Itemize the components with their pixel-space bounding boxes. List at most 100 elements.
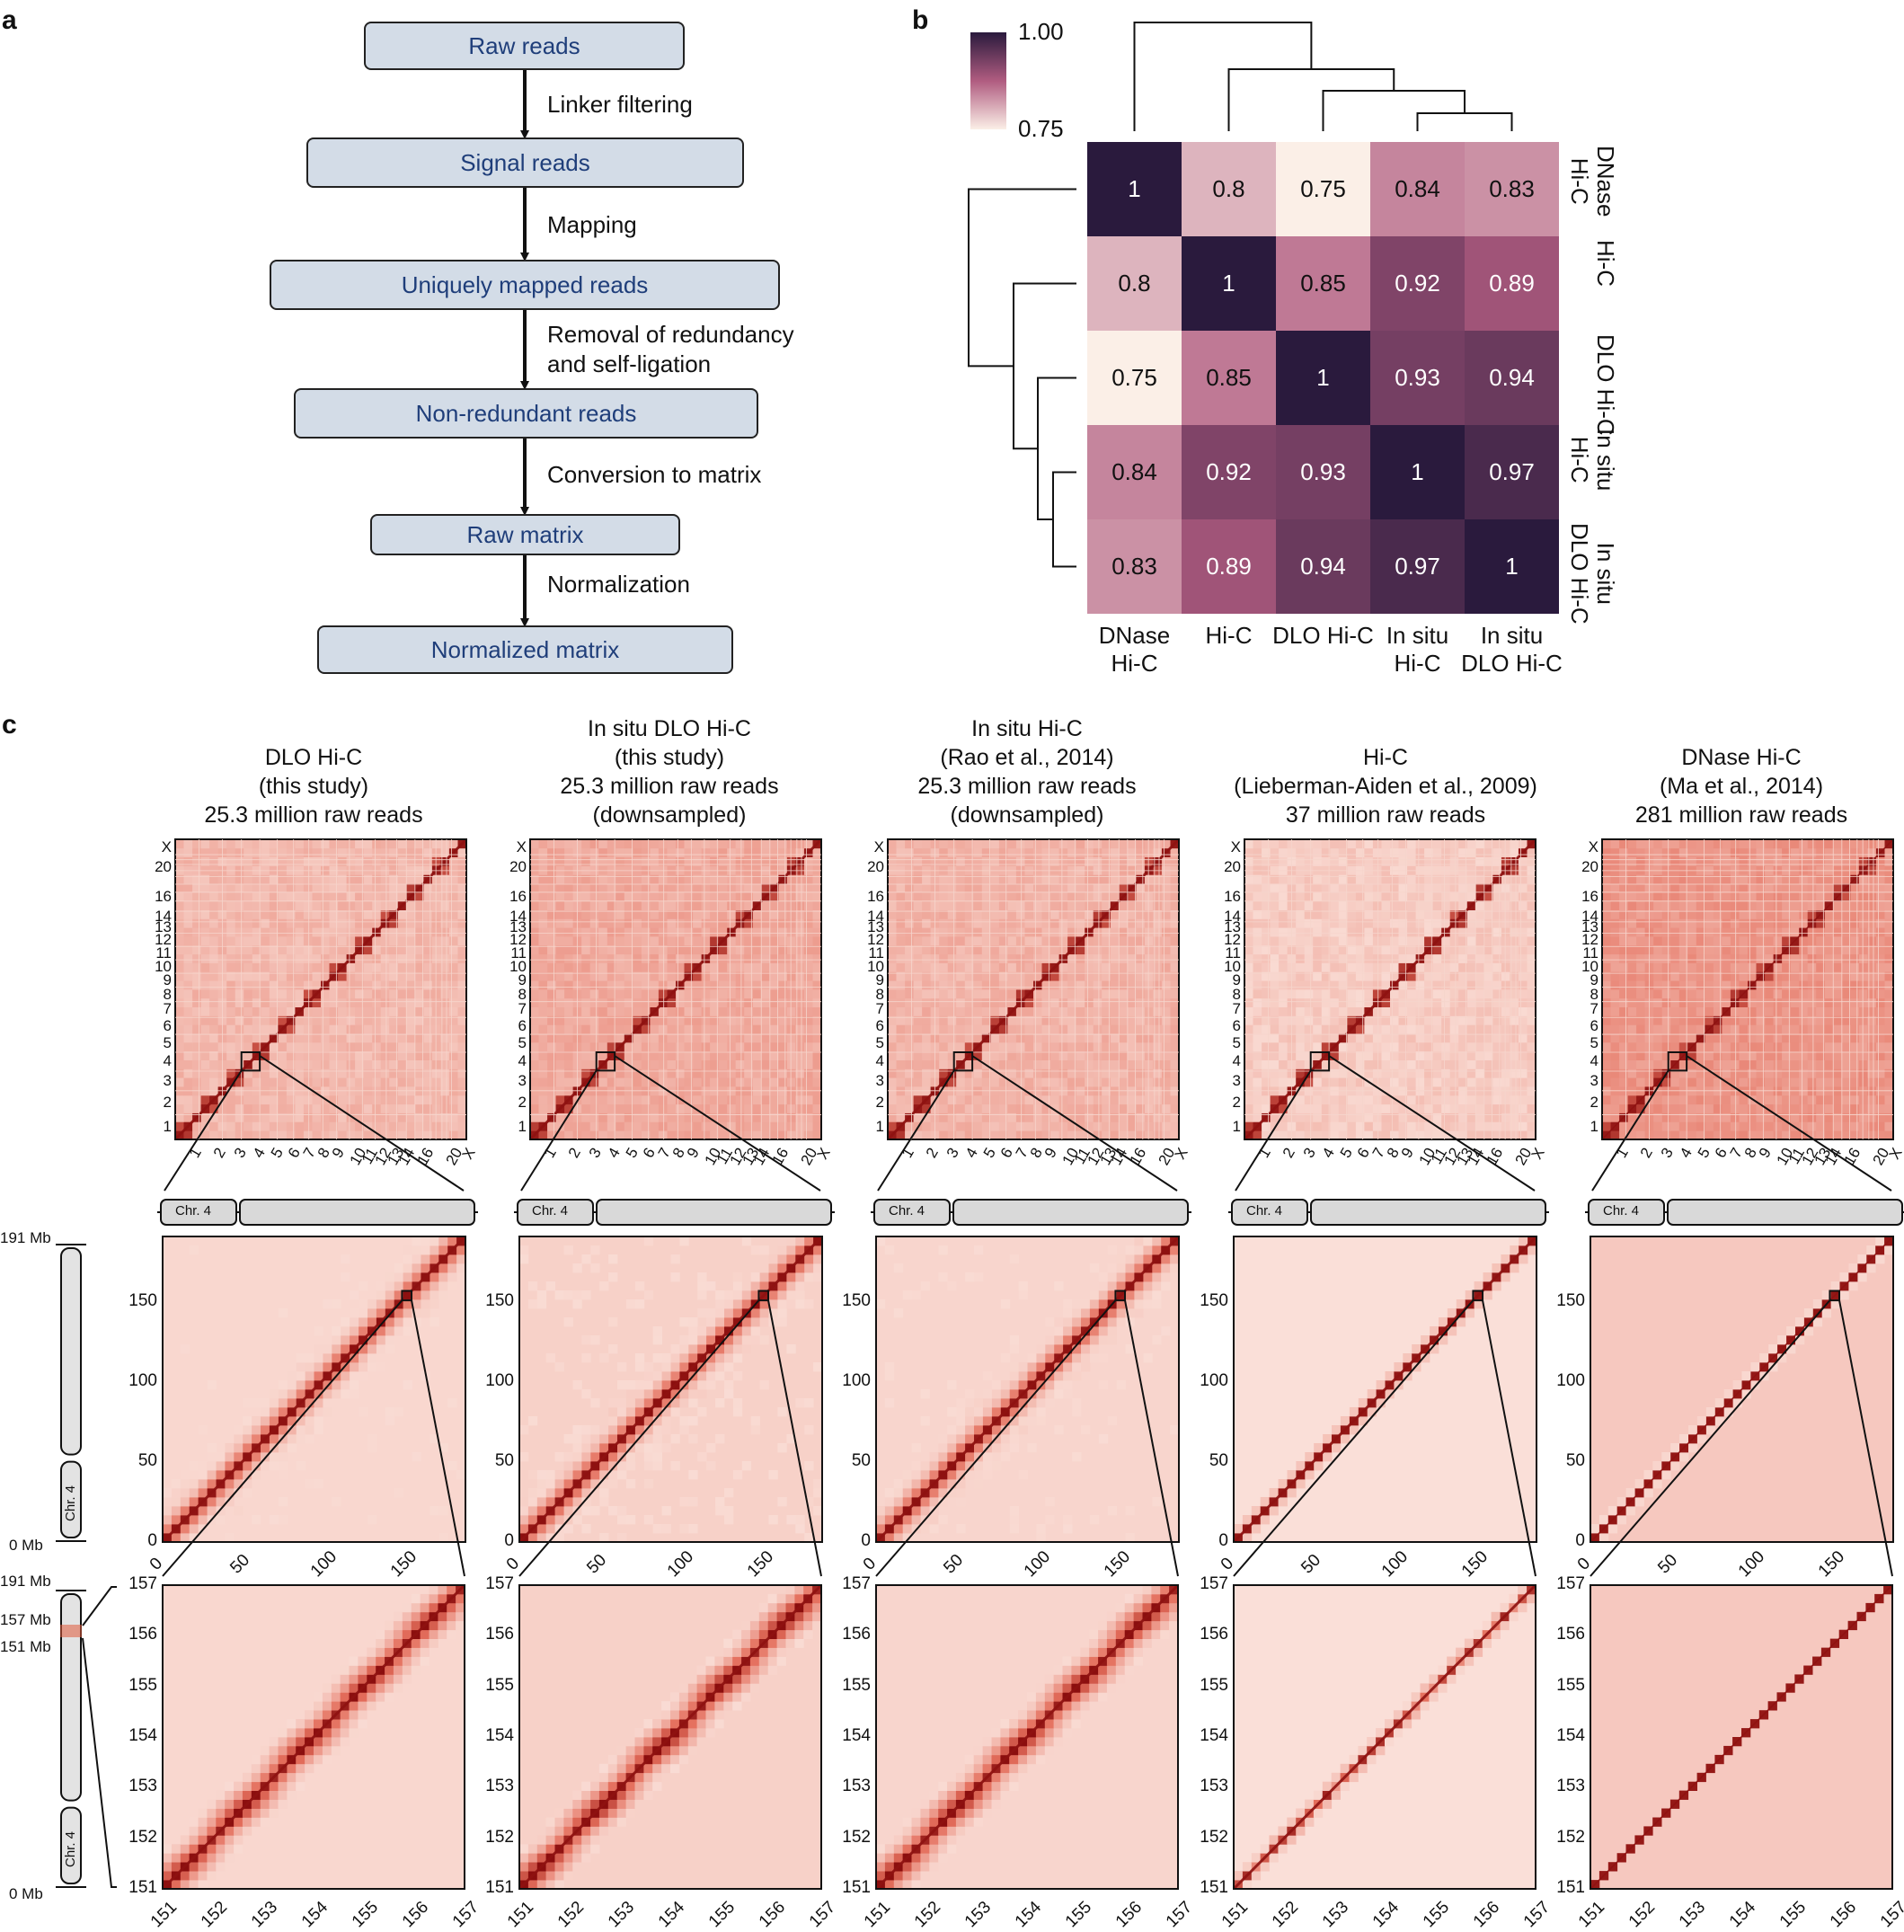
- contact-cell: [1085, 1104, 1094, 1113]
- contact-cell: [777, 1648, 786, 1657]
- contact-cell: [761, 901, 770, 910]
- contact-cell: [590, 1024, 599, 1033]
- contact-cell: [330, 883, 339, 892]
- contact-cell: [905, 1033, 914, 1042]
- contact-cell: [332, 1389, 341, 1398]
- contact-cell: [192, 918, 201, 927]
- contact-cell: [530, 980, 539, 989]
- contact-cell: [897, 1042, 906, 1051]
- contact-cell: [768, 1594, 777, 1603]
- contact-cell: [199, 1461, 208, 1470]
- contact-cell: [897, 883, 906, 892]
- contact-cell: [190, 1826, 199, 1835]
- contact-cell: [644, 1434, 653, 1443]
- contact-cell: [948, 998, 957, 1007]
- contact-cell: [421, 1290, 430, 1299]
- contact-cell: [430, 1603, 438, 1612]
- contact-cell: [449, 892, 458, 901]
- contact-cell: [652, 1755, 661, 1764]
- contact-cell: [423, 848, 432, 857]
- contact-cell: [528, 1853, 537, 1862]
- contact-cell: [727, 1007, 736, 1016]
- contact-cell: [956, 927, 965, 936]
- contact-cell: [279, 1407, 288, 1416]
- contact-cell: [1016, 1113, 1025, 1122]
- contact-cell: [556, 1033, 565, 1042]
- contact-cell: [608, 1809, 617, 1818]
- contact-cell: [760, 1263, 769, 1272]
- contact-cell: [406, 1130, 415, 1139]
- contact-cell: [1007, 936, 1016, 945]
- contact-cell: [668, 918, 677, 927]
- contact-cell: [364, 848, 373, 857]
- contact-cell: [753, 892, 762, 901]
- contact-cell: [321, 883, 330, 892]
- contact-cell: [423, 1042, 432, 1051]
- contact-cell: [530, 901, 539, 910]
- contact-cell: [381, 1077, 390, 1086]
- contact-cell: [1111, 839, 1120, 848]
- contact-cell: [668, 839, 677, 848]
- contact-cell: [398, 1113, 407, 1122]
- contact-cell: [1162, 883, 1171, 892]
- contact-cell: [1119, 874, 1128, 883]
- contact-cell: [750, 1657, 759, 1666]
- contact-cell: [1094, 874, 1103, 883]
- contact-cell: [615, 980, 624, 989]
- contact-cell: [406, 936, 415, 945]
- contact-cell: [581, 1104, 590, 1113]
- contact-cell: [1162, 936, 1171, 945]
- contact-cell: [741, 1621, 750, 1630]
- contact-cell: [617, 1515, 626, 1524]
- contact-cell: [1033, 936, 1042, 945]
- contact-cell: [727, 989, 736, 998]
- contact-cell: [787, 1121, 796, 1130]
- contact-cell: [751, 1245, 760, 1254]
- contact-cell: [1171, 1077, 1180, 1086]
- contact-cell: [406, 918, 415, 927]
- contact-cell: [192, 1095, 201, 1104]
- contact-cell: [175, 1060, 184, 1069]
- contact-cell: [581, 1443, 590, 1452]
- contact-cell: [702, 883, 711, 892]
- contact-cell: [546, 1479, 555, 1488]
- contact-cell: [1171, 936, 1180, 945]
- contact-cell: [724, 1515, 733, 1524]
- contact-cell: [313, 927, 322, 936]
- contact-cell: [778, 963, 787, 972]
- contact-cell: [539, 1060, 548, 1069]
- contact-cell: [338, 901, 347, 910]
- contact-cell: [372, 1095, 381, 1104]
- contact-cell: [642, 848, 651, 857]
- contact-cell: [226, 1060, 235, 1069]
- contact-cell: [430, 1245, 438, 1254]
- contact-cell: [458, 1007, 467, 1016]
- contact-cell: [235, 1033, 244, 1042]
- contact-cell: [1119, 1068, 1128, 1077]
- contact-cell: [278, 883, 287, 892]
- contact-cell: [990, 954, 999, 963]
- contact-cell: [537, 1299, 546, 1308]
- contact-cell: [719, 883, 728, 892]
- contact-cell: [1059, 1121, 1068, 1130]
- contact-cell: [778, 1121, 787, 1130]
- contact-cell: [650, 918, 659, 927]
- contact-cell: [671, 1371, 680, 1380]
- contact-cell: [216, 1853, 225, 1862]
- contact-cell: [1076, 1068, 1085, 1077]
- contact-cell: [888, 874, 897, 883]
- contact-cell: [209, 1068, 218, 1077]
- contact-cell: [1033, 1130, 1042, 1139]
- contact-cell: [1145, 1121, 1154, 1130]
- contact-cell: [398, 954, 407, 963]
- contact-cell: [261, 1121, 270, 1130]
- contact-cell: [633, 883, 642, 892]
- contact-cell: [323, 1728, 332, 1737]
- contact-cell: [615, 839, 624, 848]
- contact-cell: [1145, 1104, 1154, 1113]
- contact-cell: [564, 1461, 573, 1470]
- contact-cell: [778, 1024, 787, 1033]
- contact-cell: [423, 1130, 432, 1139]
- contact-cell: [1025, 848, 1034, 857]
- contact-cell: [278, 1104, 287, 1113]
